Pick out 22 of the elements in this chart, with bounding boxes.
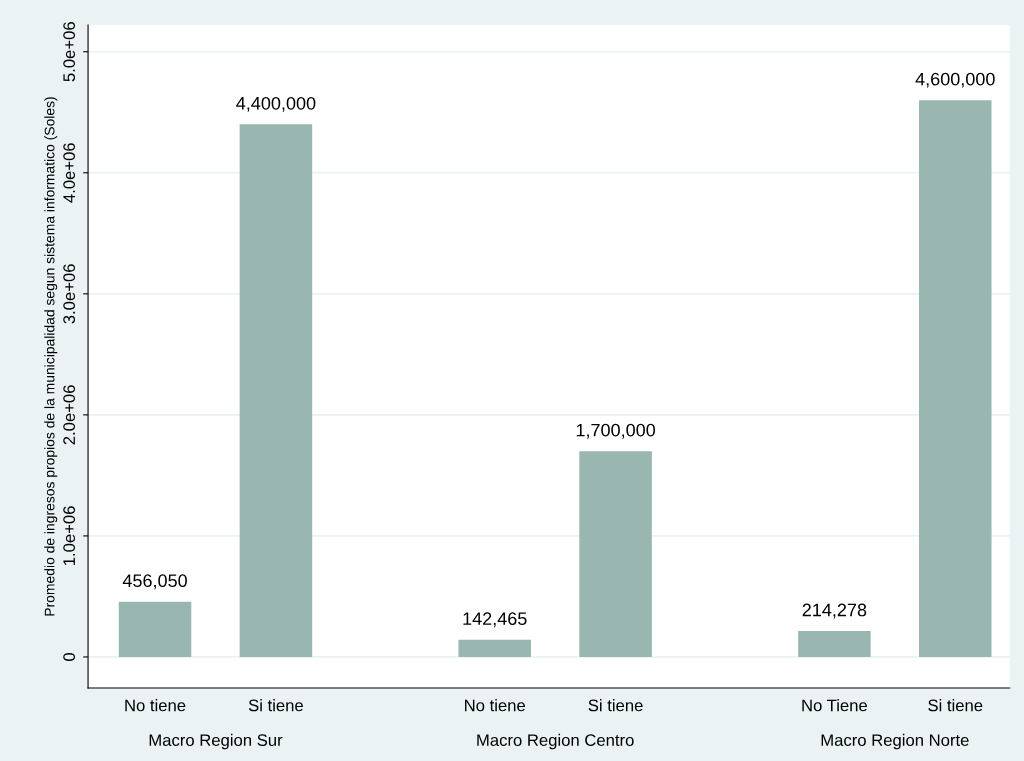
text: Macro Region Centro bbox=[477, 733, 634, 750]
data-label: 214,278 bbox=[802, 603, 867, 619]
x-tick-label: No tiene bbox=[465, 699, 526, 712]
x-tick-label: No tiene bbox=[125, 699, 186, 712]
data-label: 4,600,000 bbox=[915, 72, 995, 88]
y-axis-title: Promedio de ingresos propios de la municipalidad segun sistema informatico (Soles) bbox=[44, 97, 58, 616]
data-label: 142,465 bbox=[463, 612, 527, 628]
x-tick-label: Si tiene bbox=[588, 699, 643, 712]
text: Macro Region Sur bbox=[149, 733, 283, 750]
y-tick-label: 5.0e+06 bbox=[63, 22, 76, 82]
y-tick-label: 2.0e+06 bbox=[63, 385, 76, 445]
x-tick-label: No Tiene bbox=[802, 699, 867, 712]
data-label: 456,050 bbox=[122, 574, 187, 590]
y-tick-label: 0 bbox=[63, 652, 76, 661]
x-tick-label: Si tiene bbox=[928, 699, 983, 712]
y-tick-label: 3.0e+06 bbox=[63, 264, 76, 324]
data-label: 1,700,000 bbox=[576, 423, 656, 439]
y-tick-label: 1.0e+06 bbox=[63, 506, 76, 565]
x-tick-label: Si tiene bbox=[248, 699, 303, 712]
y-tick-label: 4.0e+06 bbox=[63, 143, 76, 203]
text: Macro Region Norte bbox=[821, 733, 969, 750]
data-label: 4,400,000 bbox=[236, 96, 316, 112]
